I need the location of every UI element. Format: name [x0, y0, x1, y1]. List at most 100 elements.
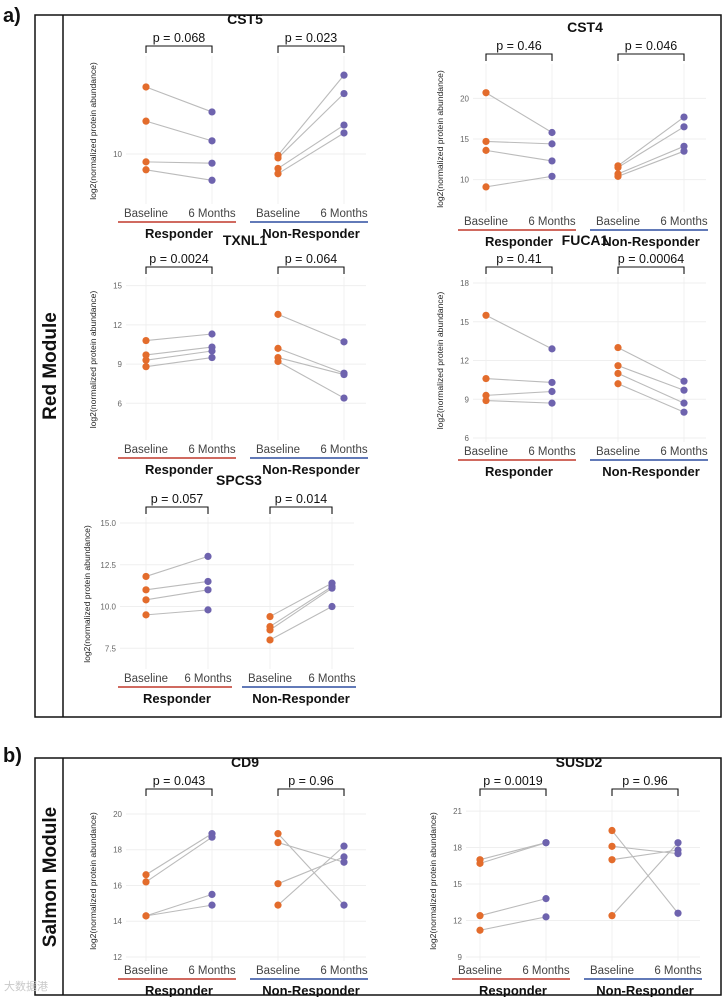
x-tick-label: 6 Months: [522, 965, 570, 977]
six-months-point: [548, 157, 556, 165]
paired-connector-line: [145, 333, 213, 342]
six-months-point: [674, 846, 682, 854]
p-value-label: p = 0.96: [288, 774, 334, 788]
x-tick-label: 6 Months: [184, 673, 232, 685]
significance-bracket: [617, 53, 685, 61]
baseline-point: [142, 586, 150, 594]
paired-connector-line: [277, 833, 345, 906]
significance-bracket: [617, 266, 685, 274]
paired-connector-line: [145, 350, 213, 361]
y-tick-label: 15: [460, 318, 469, 327]
paired-connector-line: [611, 830, 679, 914]
non-responder-group-label: Non-Responder: [596, 983, 694, 997]
baseline-point: [614, 380, 622, 388]
y-tick-label: 10: [113, 150, 122, 159]
panel-a-module-label: Red Module: [40, 312, 61, 420]
paired-connector-line: [145, 609, 209, 616]
baseline-point: [614, 172, 622, 180]
paired-connector-line: [617, 347, 685, 382]
six-months-point: [340, 842, 348, 850]
y-tick-label: 14: [113, 917, 122, 926]
y-tick-label: 15: [113, 282, 122, 291]
baseline-point: [608, 856, 616, 864]
y-tick-label: 16: [113, 881, 122, 890]
responder-group-label: Responder: [145, 983, 213, 997]
paired-connector-line: [145, 120, 213, 142]
chart-susd2: 9 12 15 18 21 log2(normalized protein abundan…: [428, 754, 702, 997]
x-tick-label: Baseline: [124, 208, 168, 220]
y-tick-label: 12: [460, 357, 469, 366]
y-tick-label: 9: [458, 953, 463, 962]
baseline-point: [266, 612, 274, 621]
x-tick-label: 6 Months: [660, 446, 708, 458]
x-tick-label: Baseline: [256, 444, 300, 456]
x-tick-label: Baseline: [124, 673, 168, 685]
x-tick-label: Baseline: [596, 446, 640, 458]
six-months-point: [340, 370, 348, 379]
paired-connector-line: [145, 904, 213, 917]
six-months-point: [208, 137, 216, 145]
responder-group-label: Responder: [145, 462, 213, 477]
p-value-label: p = 0.0019: [483, 774, 542, 788]
baseline-point: [482, 137, 490, 146]
y-tick-label: 21: [453, 807, 462, 816]
baseline-point: [142, 912, 150, 920]
significance-bracket: [145, 266, 213, 274]
six-months-point: [340, 71, 348, 79]
significance-bracket: [145, 788, 213, 796]
significance-bracket: [479, 788, 547, 796]
six-months-point: [340, 901, 348, 909]
baseline-point: [482, 89, 490, 97]
y-axis-label: log2(normalized protein abundance): [88, 812, 98, 950]
significance-bracket: [485, 53, 553, 61]
p-value-label: p = 0.46: [496, 39, 542, 53]
paired-connector-line: [485, 399, 553, 404]
paired-connector-line: [269, 586, 333, 628]
baseline-point: [476, 926, 484, 934]
y-tick-label: 9: [118, 360, 123, 369]
paired-connector-line: [485, 175, 553, 188]
paired-connector-line: [617, 372, 685, 404]
x-tick-label: 6 Months: [320, 444, 368, 456]
panel-b-module-label: Salmon Module: [40, 807, 61, 947]
six-months-point: [680, 386, 688, 394]
y-tick-label: 15.0: [100, 519, 116, 528]
paired-connector-line: [479, 842, 547, 864]
baseline-point: [142, 878, 150, 886]
paired-connector-line: [145, 589, 209, 601]
baseline-point: [142, 158, 150, 166]
six-months-point: [548, 378, 556, 387]
p-value-label: p = 0.064: [285, 252, 338, 266]
significance-bracket: [277, 788, 345, 796]
paired-connector-line: [485, 390, 553, 396]
p-value-label: p = 0.0024: [149, 252, 208, 266]
x-tick-label: 6 Months: [660, 216, 708, 228]
p-value-label: p = 0.00064: [618, 252, 684, 266]
six-months-point: [208, 347, 216, 355]
six-months-point: [548, 399, 556, 407]
baseline-point: [142, 336, 150, 345]
paired-connector-line: [277, 357, 345, 376]
non-responder-group-label: Non-Responder: [262, 983, 360, 997]
y-tick-label: 6: [118, 399, 123, 408]
y-tick-label: 7.5: [105, 644, 117, 653]
six-months-point: [680, 408, 688, 416]
paired-connector-line: [277, 124, 345, 169]
p-value-label: p = 0.023: [285, 31, 338, 45]
paired-connector-line: [485, 140, 553, 145]
six-months-point: [204, 606, 212, 614]
chart-spcs3: 7.5 10.0 12.5 15.0 log2(normalized protein a…: [82, 472, 356, 706]
x-tick-label: Baseline: [248, 673, 292, 685]
paired-connector-line: [479, 842, 547, 861]
y-tick-label: 20: [113, 810, 122, 819]
y-axis-label: log2(normalized protein abundance): [88, 291, 98, 429]
x-tick-label: Baseline: [124, 444, 168, 456]
paired-connector-line: [485, 149, 553, 162]
paired-connector-line: [479, 916, 547, 931]
baseline-point: [274, 830, 282, 838]
baseline-point: [266, 626, 274, 634]
paired-connector-line: [277, 842, 345, 863]
paired-connector-line: [145, 893, 213, 917]
baseline-point: [482, 183, 490, 191]
baseline-point: [142, 117, 150, 125]
